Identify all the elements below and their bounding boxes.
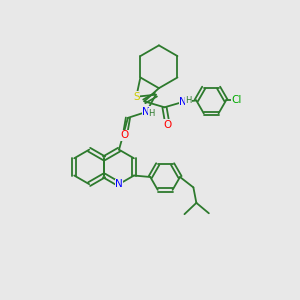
Text: H: H (148, 109, 155, 118)
Text: H: H (185, 96, 191, 105)
Text: N: N (142, 107, 150, 117)
Text: N: N (115, 179, 123, 189)
Text: S: S (133, 92, 140, 102)
Text: N: N (179, 97, 187, 107)
Text: Cl: Cl (231, 95, 242, 106)
Text: O: O (163, 119, 172, 130)
Text: O: O (121, 130, 129, 140)
